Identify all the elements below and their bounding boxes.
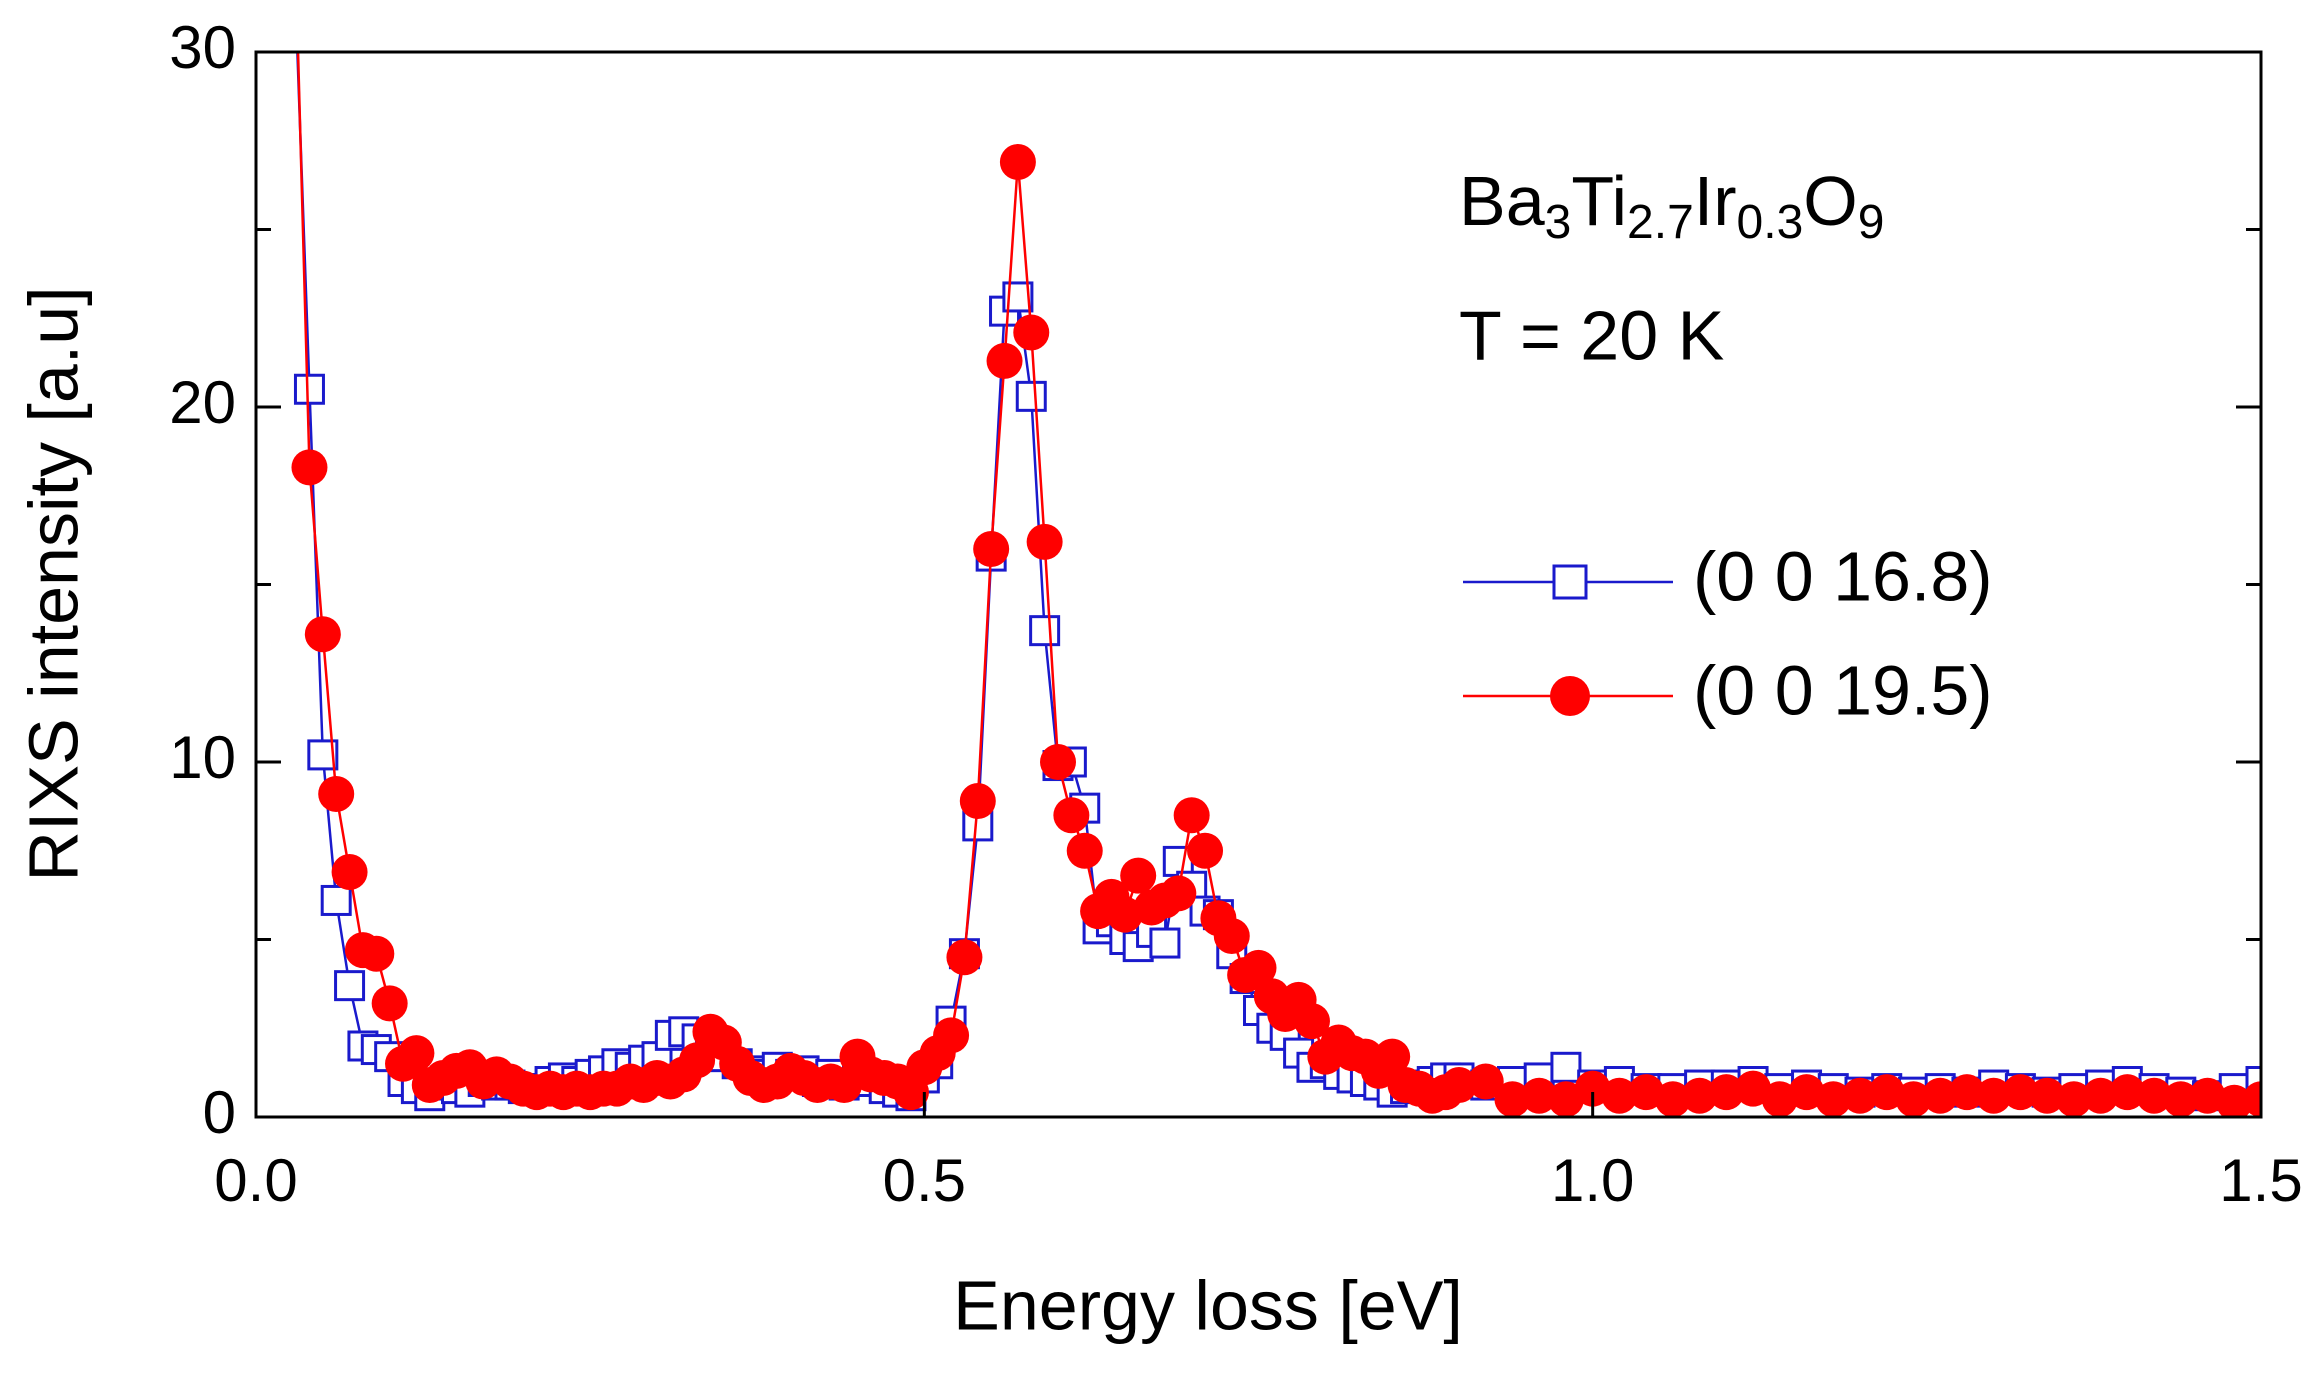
data-point <box>1441 1067 1477 1104</box>
data-point <box>1681 1077 1718 1114</box>
plot-area <box>282 3 2261 1117</box>
data-point <box>2216 1084 2253 1117</box>
x-tick-label: 0.5 <box>883 1147 966 1214</box>
data-point <box>1066 832 1103 869</box>
data-point <box>999 144 1036 181</box>
data-point <box>318 775 355 812</box>
data-point <box>2136 1077 2173 1114</box>
data-point <box>1160 875 1197 912</box>
data-point <box>304 616 341 653</box>
data-point <box>1708 1074 1745 1111</box>
data-point <box>2082 1077 2119 1114</box>
y-tick-label: 0 <box>203 1079 236 1146</box>
data-point <box>986 342 1023 379</box>
legend-marker <box>1552 564 1588 600</box>
y-axis-label: RIXS intensity [a.u] <box>14 286 92 881</box>
data-point <box>1550 1051 1582 1083</box>
data-point <box>2029 1077 2066 1114</box>
data-point <box>1015 380 1047 412</box>
data-point <box>1213 917 1250 954</box>
data-point <box>2109 1074 2146 1111</box>
legend-label: (0 0 16.8) <box>1693 537 1993 615</box>
formula-subscript: 2.7 <box>1627 196 1694 249</box>
data-point <box>358 935 395 972</box>
data-point <box>334 970 366 1002</box>
annotation: T = 20 K <box>1459 296 1724 374</box>
data-point <box>371 985 408 1022</box>
data-point <box>1149 927 1181 959</box>
data-point <box>1922 1077 1959 1114</box>
data-point <box>1053 797 1090 834</box>
x-tick-label: 1.5 <box>2219 1147 2302 1214</box>
y-tick-label: 20 <box>169 369 236 436</box>
formula-part: O <box>1803 162 1857 240</box>
formula-subscript: 9 <box>1858 196 1885 249</box>
data-point <box>1948 1074 1985 1111</box>
data-point <box>1240 949 1277 986</box>
data-point <box>282 3 310 31</box>
data-point <box>398 1035 435 1072</box>
formula-subscript: 3 <box>1545 196 1572 249</box>
x-axis-label: Energy loss [eV] <box>953 1266 1463 1344</box>
x-tick-label: 1.0 <box>1551 1147 1634 1214</box>
data-point <box>1293 1003 1330 1040</box>
data-point <box>2162 1081 2199 1117</box>
data-point <box>933 1017 970 1054</box>
formula-part: Ba <box>1459 162 1545 240</box>
y-tick-label: 10 <box>169 724 236 791</box>
formula-subscript: 0.3 <box>1737 196 1804 249</box>
data-point <box>1374 1038 1411 1075</box>
data-point <box>1173 797 1210 834</box>
data-point <box>1895 1081 1932 1117</box>
legend-marker <box>1550 676 1590 716</box>
data-point <box>1040 744 1076 780</box>
data-point <box>1601 1077 1638 1114</box>
data-point <box>946 939 983 976</box>
formula-part: Ti <box>1571 162 1627 240</box>
data-point <box>2002 1074 2039 1111</box>
data-point <box>291 449 328 486</box>
data-point <box>959 783 996 820</box>
x-tick-label: 0.0 <box>214 1147 297 1214</box>
data-point <box>1120 857 1157 894</box>
data-point <box>293 373 325 405</box>
data-point <box>1975 1077 2012 1114</box>
data-point <box>1494 1081 1531 1117</box>
data-point <box>1029 615 1061 647</box>
data-point <box>1815 1081 1852 1117</box>
formula: Ba3Ti2.7Ir0.3O9 <box>1459 162 1884 248</box>
data-point <box>2243 1081 2261 1117</box>
data-point <box>2055 1081 2092 1117</box>
legend-label: (0 0 19.5) <box>1693 651 1993 729</box>
data-point <box>1467 1063 1504 1100</box>
formula-part: Ir <box>1694 162 1737 240</box>
y-tick-label: 30 <box>169 14 236 81</box>
data-point <box>320 884 352 916</box>
data-point <box>1521 1077 1558 1114</box>
data-point <box>973 531 1010 567</box>
data-point <box>1026 523 1063 560</box>
data-point <box>331 854 368 891</box>
data-point <box>1013 314 1050 351</box>
data-point <box>1654 1081 1691 1117</box>
data-point <box>1187 832 1224 869</box>
data-point <box>679 1042 716 1079</box>
data-point <box>1842 1077 1878 1114</box>
